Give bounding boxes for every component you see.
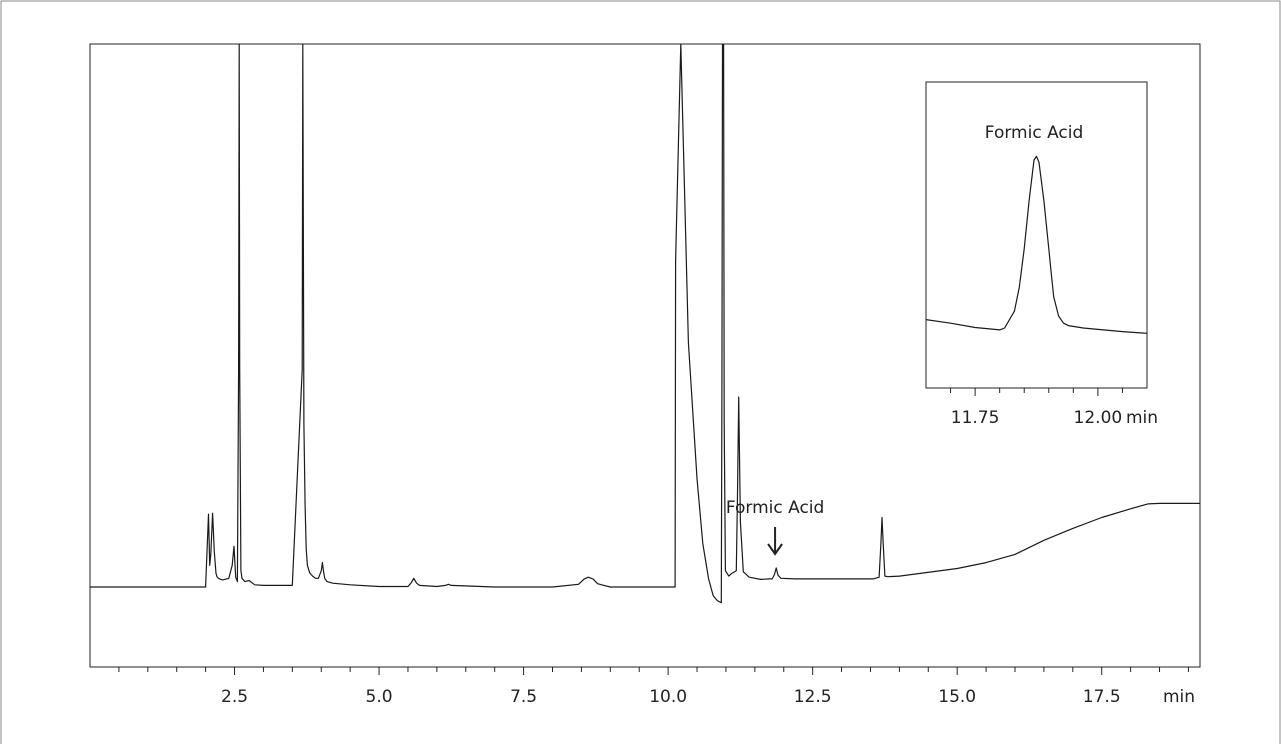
- main-series-line: [90, 44, 1200, 604]
- x-tick-label: 5.0: [366, 687, 393, 707]
- inset-series-line: [926, 155, 1147, 334]
- inset-x-tick-labels: 11.75 12.00: [951, 408, 1122, 428]
- x-tick-label: 11.75: [951, 408, 1000, 428]
- inset-plot-frame: [925, 81, 1148, 389]
- x-tick-label: 10.0: [649, 687, 687, 707]
- main-x-ticks: [118, 667, 1189, 675]
- x-tick-label: 12.00: [1074, 408, 1123, 428]
- x-tick-label: 15.0: [938, 687, 976, 707]
- main-chromatogram: 2.5 5.0 7.5 10.0 12.5 15.0 17.5 min Formic Aci…: [89, 43, 1201, 707]
- main-plot-frame: [89, 43, 1201, 668]
- inset-x-unit-label: min: [1126, 408, 1158, 428]
- x-tick-label: 12.5: [794, 687, 832, 707]
- formic-acid-arrow: [767, 527, 783, 556]
- x-tick-label: 7.5: [510, 687, 537, 707]
- x-tick-label: 17.5: [1083, 687, 1121, 707]
- main-x-tick-labels: 2.5 5.0 7.5 10.0 12.5 15.0 17.5: [221, 687, 1121, 707]
- x-tick-label: 2.5: [221, 687, 248, 707]
- inset-chromatogram: 11.75 12.00 min Formic Acid: [925, 81, 1158, 428]
- inset-formic-acid-label: Formic Acid: [985, 123, 1084, 143]
- inset-x-ticks: [950, 388, 1123, 396]
- main-x-unit-label: min: [1163, 687, 1195, 707]
- formic-acid-label: Formic Acid: [726, 498, 825, 518]
